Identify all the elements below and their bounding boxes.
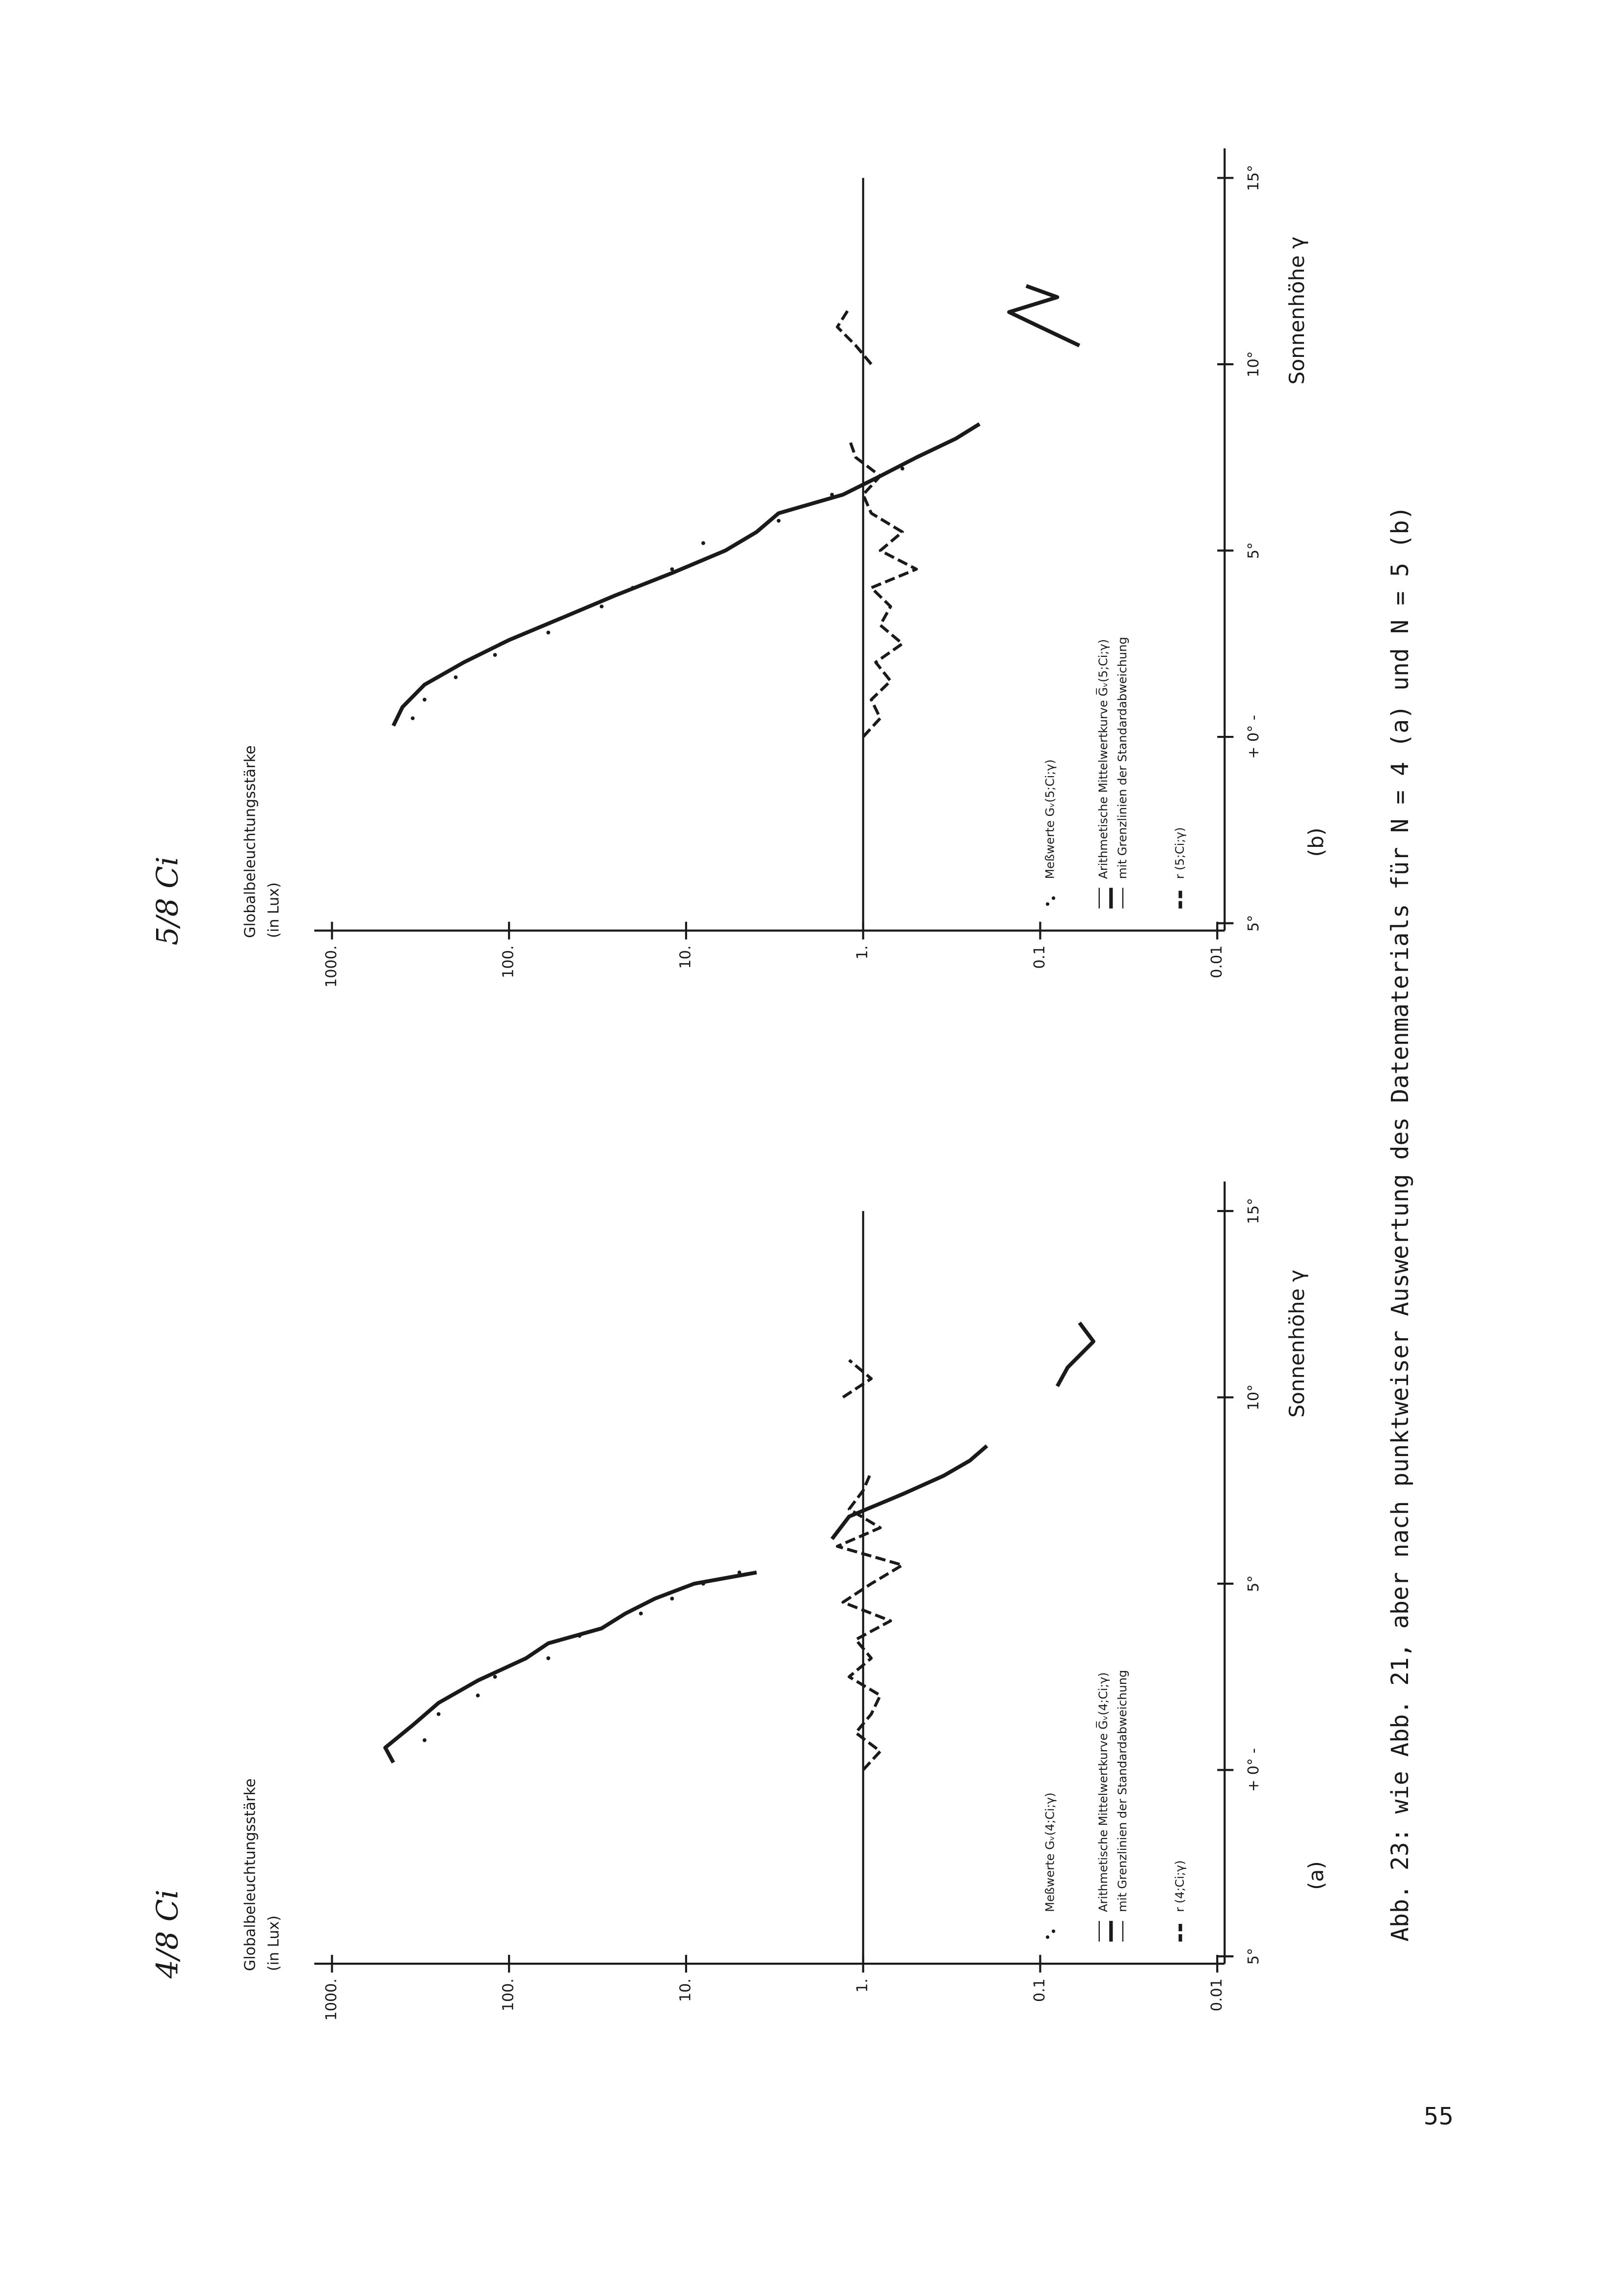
r-curve bbox=[836, 307, 918, 738]
legend-symbol bbox=[1051, 896, 1056, 900]
x-axis-label: Sonnenhöhe γ bbox=[1285, 1270, 1309, 1418]
x-tick-label: + 0° - bbox=[1245, 715, 1262, 758]
y-tick-label: 100. bbox=[500, 1978, 517, 2011]
y-axis-label: Globalbeleuchtungsstärke bbox=[242, 745, 259, 938]
data-point bbox=[546, 1656, 551, 1660]
x-tick-label: 5° bbox=[1245, 915, 1262, 932]
legend-label: Arithmetische Mittelwertkurve G̅ᵥ(4;Ci;γ… bbox=[1095, 1672, 1110, 1912]
x-tick-label: 15° bbox=[1245, 1198, 1262, 1224]
y-tick-label: 1. bbox=[854, 945, 871, 960]
x-tick-label: 5° bbox=[1245, 1575, 1262, 1592]
mean-curve bbox=[391, 284, 1081, 727]
data-point bbox=[546, 630, 551, 635]
y-axis-unit: (in Lux) bbox=[266, 882, 283, 938]
caption: Abb. 23: wie Abb. 21, aber nach punktwei… bbox=[1386, 506, 1414, 1942]
y-tick-label: 0.01 bbox=[1208, 1978, 1225, 2011]
page-number: 55 bbox=[1424, 2103, 1454, 2131]
legend-label: r (5;Ci;γ) bbox=[1173, 827, 1187, 879]
y-tick-label: 10. bbox=[677, 945, 694, 969]
panel-label: (a) bbox=[1304, 1861, 1328, 1890]
x-axis-label: Sonnenhöhe γ bbox=[1285, 237, 1309, 385]
y-tick-label: 10. bbox=[677, 1978, 694, 2002]
x-tick-label: 5° bbox=[1245, 1948, 1262, 1965]
y-tick-label: 1. bbox=[854, 1978, 871, 1993]
y-axis-unit: (in Lux) bbox=[266, 1916, 283, 1971]
data-point bbox=[476, 1693, 480, 1698]
legend-note: mit Grenzlinien der Standardabweichung bbox=[1116, 1670, 1129, 1912]
x-tick-label: 10° bbox=[1245, 1384, 1262, 1410]
data-point bbox=[639, 1611, 643, 1616]
mean-curve bbox=[383, 1322, 1095, 1764]
rotated-content: Abb. 23: wie Abb. 21, aber nach punktwei… bbox=[150, 148, 1414, 2021]
legend-note: mit Grenzlinien der Standardabweichung bbox=[1116, 637, 1129, 879]
legend-symbol bbox=[1051, 1929, 1056, 1933]
x-tick-label: 5° bbox=[1245, 542, 1262, 559]
data-point bbox=[411, 716, 415, 721]
data-point bbox=[436, 1712, 441, 1716]
legend-label: Arithmetische Mittelwertkurve G̅ᵥ(5;Ci;γ… bbox=[1095, 639, 1110, 879]
y-tick-label: 0.1 bbox=[1031, 1978, 1048, 2002]
data-point bbox=[670, 1596, 674, 1601]
chart-panel: 4/8 Ci Globalbeleuchtungsstärke (in Lux) So… bbox=[150, 1181, 1328, 2021]
chart-panel: 5/8 Ci Globalbeleuchtungsstärke (in Lux) So… bbox=[150, 148, 1328, 988]
data-point bbox=[423, 698, 426, 702]
chart-title: 5/8 Ci bbox=[150, 857, 185, 945]
legend-label: Meßwerte Gᵥ(4;Ci;γ) bbox=[1043, 1792, 1057, 1912]
x-tick-label: 15° bbox=[1245, 165, 1262, 191]
data-point bbox=[493, 653, 497, 657]
legend-label: r (4;Ci;γ) bbox=[1173, 1860, 1187, 1912]
panel-label: (b) bbox=[1304, 828, 1328, 857]
data-point bbox=[493, 1675, 497, 1679]
y-tick-label: 1000. bbox=[323, 1978, 340, 2021]
legend-symbol bbox=[1045, 902, 1050, 906]
chart-title: 4/8 Ci bbox=[150, 1890, 185, 1979]
y-axis-label: Globalbeleuchtungsstärke bbox=[242, 1779, 259, 1971]
y-tick-label: 100. bbox=[500, 945, 517, 978]
y-tick-label: 0.01 bbox=[1208, 945, 1225, 978]
data-point bbox=[900, 466, 905, 471]
legend-label: Meßwerte Gᵥ(5;Ci;γ) bbox=[1043, 759, 1057, 879]
data-point bbox=[776, 518, 781, 523]
data-point bbox=[423, 1738, 426, 1742]
data-point bbox=[701, 541, 705, 545]
data-point bbox=[453, 675, 458, 679]
x-tick-label: + 0° - bbox=[1245, 1748, 1262, 1792]
data-point bbox=[670, 567, 674, 571]
x-tick-label: 10° bbox=[1245, 351, 1262, 377]
y-tick-label: 1000. bbox=[323, 945, 340, 988]
y-tick-label: 0.1 bbox=[1031, 945, 1048, 969]
legend-symbol bbox=[1045, 1935, 1050, 1939]
data-point bbox=[599, 604, 604, 609]
